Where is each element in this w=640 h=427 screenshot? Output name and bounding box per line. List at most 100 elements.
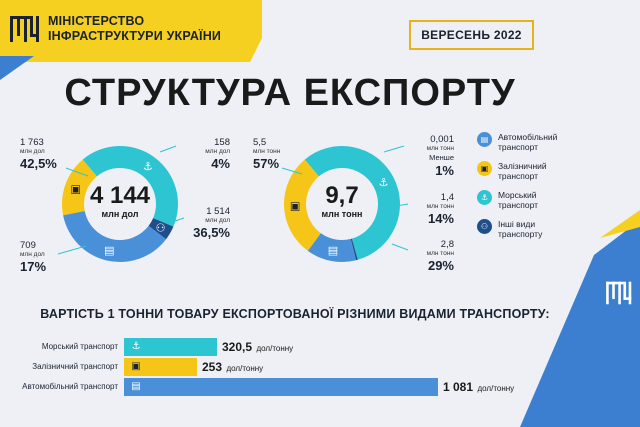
donut2-label-rail: 2,8 млн тонн 29% [404,239,454,273]
bar-value-road-number: 1 081 [443,380,474,394]
donut1-total: 4 144 [89,182,151,209]
bar-row-rail: Залізничний транспорт ▣ 253 дол/тонну [0,358,600,376]
legend-other-line1: Інші види [498,219,536,229]
leader-line-7 [391,243,409,251]
bar-value-road-unit: дол/тонну [477,384,515,393]
bar-rail: ▣ [124,358,197,376]
pipeline-icon: ⚇ [477,219,492,234]
anchor-icon: ⚓ [477,190,492,205]
leader-line-2 [171,217,185,223]
bar-value-sea-number: 320,5 [222,340,253,354]
donut2-other-pct: 1% [435,163,454,178]
donut2-other-value: 0,001 [430,134,454,145]
donut2-other-unit: млн тонн [426,145,454,152]
donut1-slice-road-icon: ▤ [104,244,114,257]
donut2-rail-pct: 29% [427,258,454,273]
donut2-label-sea: 5,5 млн тонн 57% [253,137,280,171]
bar-row-sea: Морський транспорт ⚓ 320,5 дол/тонну [0,338,600,356]
anchor-icon: ⚓ [131,341,141,352]
donut1-sea-pct: 42,5% [20,156,57,171]
donut2-sea-value: 5,5 [253,137,267,148]
bar-value-rail-number: 253 [202,360,223,374]
legend-rail-line1: Залізничний [498,161,547,171]
bar-value-rail: 253 дол/тонну [202,358,263,378]
legend-rail-line2: транспорт [498,171,539,181]
legend-sea-line2: транспорт [498,200,539,210]
donut1-road-pct: 36,5% [193,225,230,240]
legend-item-sea: ⚓ Морський транспорт [477,190,587,210]
donut2-slice-sea [304,146,400,260]
header-yellow-band [0,0,262,62]
legend-item-other: ⚇ Інші види транспорту [477,219,587,239]
donut2-slice-other [350,238,358,261]
train-icon: ▣ [477,161,492,176]
donut1-label-rail: 709 млн дол 17% [20,240,46,274]
bar-value-rail-unit: дол/тонну [226,364,264,373]
leader-line-0 [65,167,89,177]
donut1-road-value: 1 514 [206,206,230,217]
ministry-name: МІНІСТЕРСТВО ІНФРАСТРУКТУРИ УКРАЇНИ [48,14,221,44]
bar-label-sea: Морський транспорт [41,342,118,351]
donut2-unit: млн тонн [321,209,363,219]
bar-value-road: 1 081 дол/тонну [443,378,514,398]
donut1-slice-rail [62,159,97,216]
donut1-other-pct: 4% [211,156,230,171]
legend-item-road: ▤ Автомобільний транспорт [477,132,587,152]
donut1-slice-road [63,210,167,262]
donut1-sea-value: 1 763 [20,137,44,148]
donut1-center: 4 144 млн дол [80,183,160,220]
donut2-sea-pct: 57% [253,156,280,171]
donut1-other-unit: млн дол [205,148,230,155]
bar-sea: ⚓ [124,338,217,356]
leader-line-1 [159,145,177,153]
leader-line-3 [57,245,87,255]
donut1-slice-sea [82,146,178,227]
donut2-slice-road [307,233,357,262]
donut2-center: 9,7 млн тонн [302,183,382,220]
donut2-sea-unit: млн тонн [253,148,281,155]
donut2-road-value: 1,4 [440,192,454,203]
donut1-unit: млн дол [101,209,139,219]
ministry-name-line2: ІНФРАСТРУКТУРИ УКРАЇНИ [48,29,222,43]
bar-value-sea-unit: дол/тонну [256,344,294,353]
truck-icon: ▤ [131,381,141,392]
donut1-label-other: 158 млн дол 4% [178,137,230,171]
page-title: СТРУКТУРА ЕКСПОРТУ [64,72,516,114]
legend-road-line2: транспорт [498,142,539,152]
donut2-slice-rail [284,159,321,251]
donut1-slice-sea-icon: ⚓ [143,160,153,173]
leader-line-5 [383,145,405,153]
legend-road-line1: Автомобільний [498,132,558,142]
bar-value-sea: 320,5 дол/тонну [222,338,293,358]
bar-chart-title: ВАРТІСТЬ 1 ТОННИ ТОВАРУ ЕКСПОРТОВАНОЇ РІ… [40,307,550,321]
bar-label-road: Автомобільний транспорт [22,382,118,391]
donut2-rail-unit: млн тонн [426,250,454,257]
donut2-road-unit: млн тонн [426,203,454,210]
ministry-name-line1: МІНІСТЕРСТВО [48,14,145,28]
ministry-logo-icon [10,16,39,42]
donut1-road-unit: млн дол [205,217,230,224]
legend: ▤ Автомобільний транспорт ▣ Залізничний тр… [477,132,587,248]
ministry-logo: МІНІСТЕРСТВО ІНФРАСТРУКТУРИ УКРАЇНИ [10,14,221,44]
donut1-slice-other-icon: ⚇ [156,222,166,235]
donut2-total: 9,7 [325,182,359,209]
bar-road: ▤ [124,378,438,396]
legend-other-line2: транспорту [498,229,543,239]
donut1-label-road: 1 514 млн дол 36,5% [180,206,230,240]
leader-line-6 [395,203,409,207]
donut1-label-sea: 1 763 млн дол 42,5% [20,137,57,171]
donut1-slice-rail-icon: ▣ [70,182,80,195]
donut1-rail-value: 709 [20,240,36,251]
leader-line-4 [281,167,303,175]
donut1-sea-unit: млн дол [20,148,45,155]
donut2-road-pct: 14% [427,211,454,226]
donut1-slice-other [148,218,174,240]
train-icon: ▣ [131,361,141,372]
truck-icon: ▤ [477,132,492,147]
legend-item-rail: ▣ Залізничний транспорт [477,161,587,181]
bar-label-rail: Залізничний транспорт [32,362,118,371]
corner-blue-shape [520,220,640,427]
donut2-slice-sea-icon: ⚓ [379,176,389,189]
